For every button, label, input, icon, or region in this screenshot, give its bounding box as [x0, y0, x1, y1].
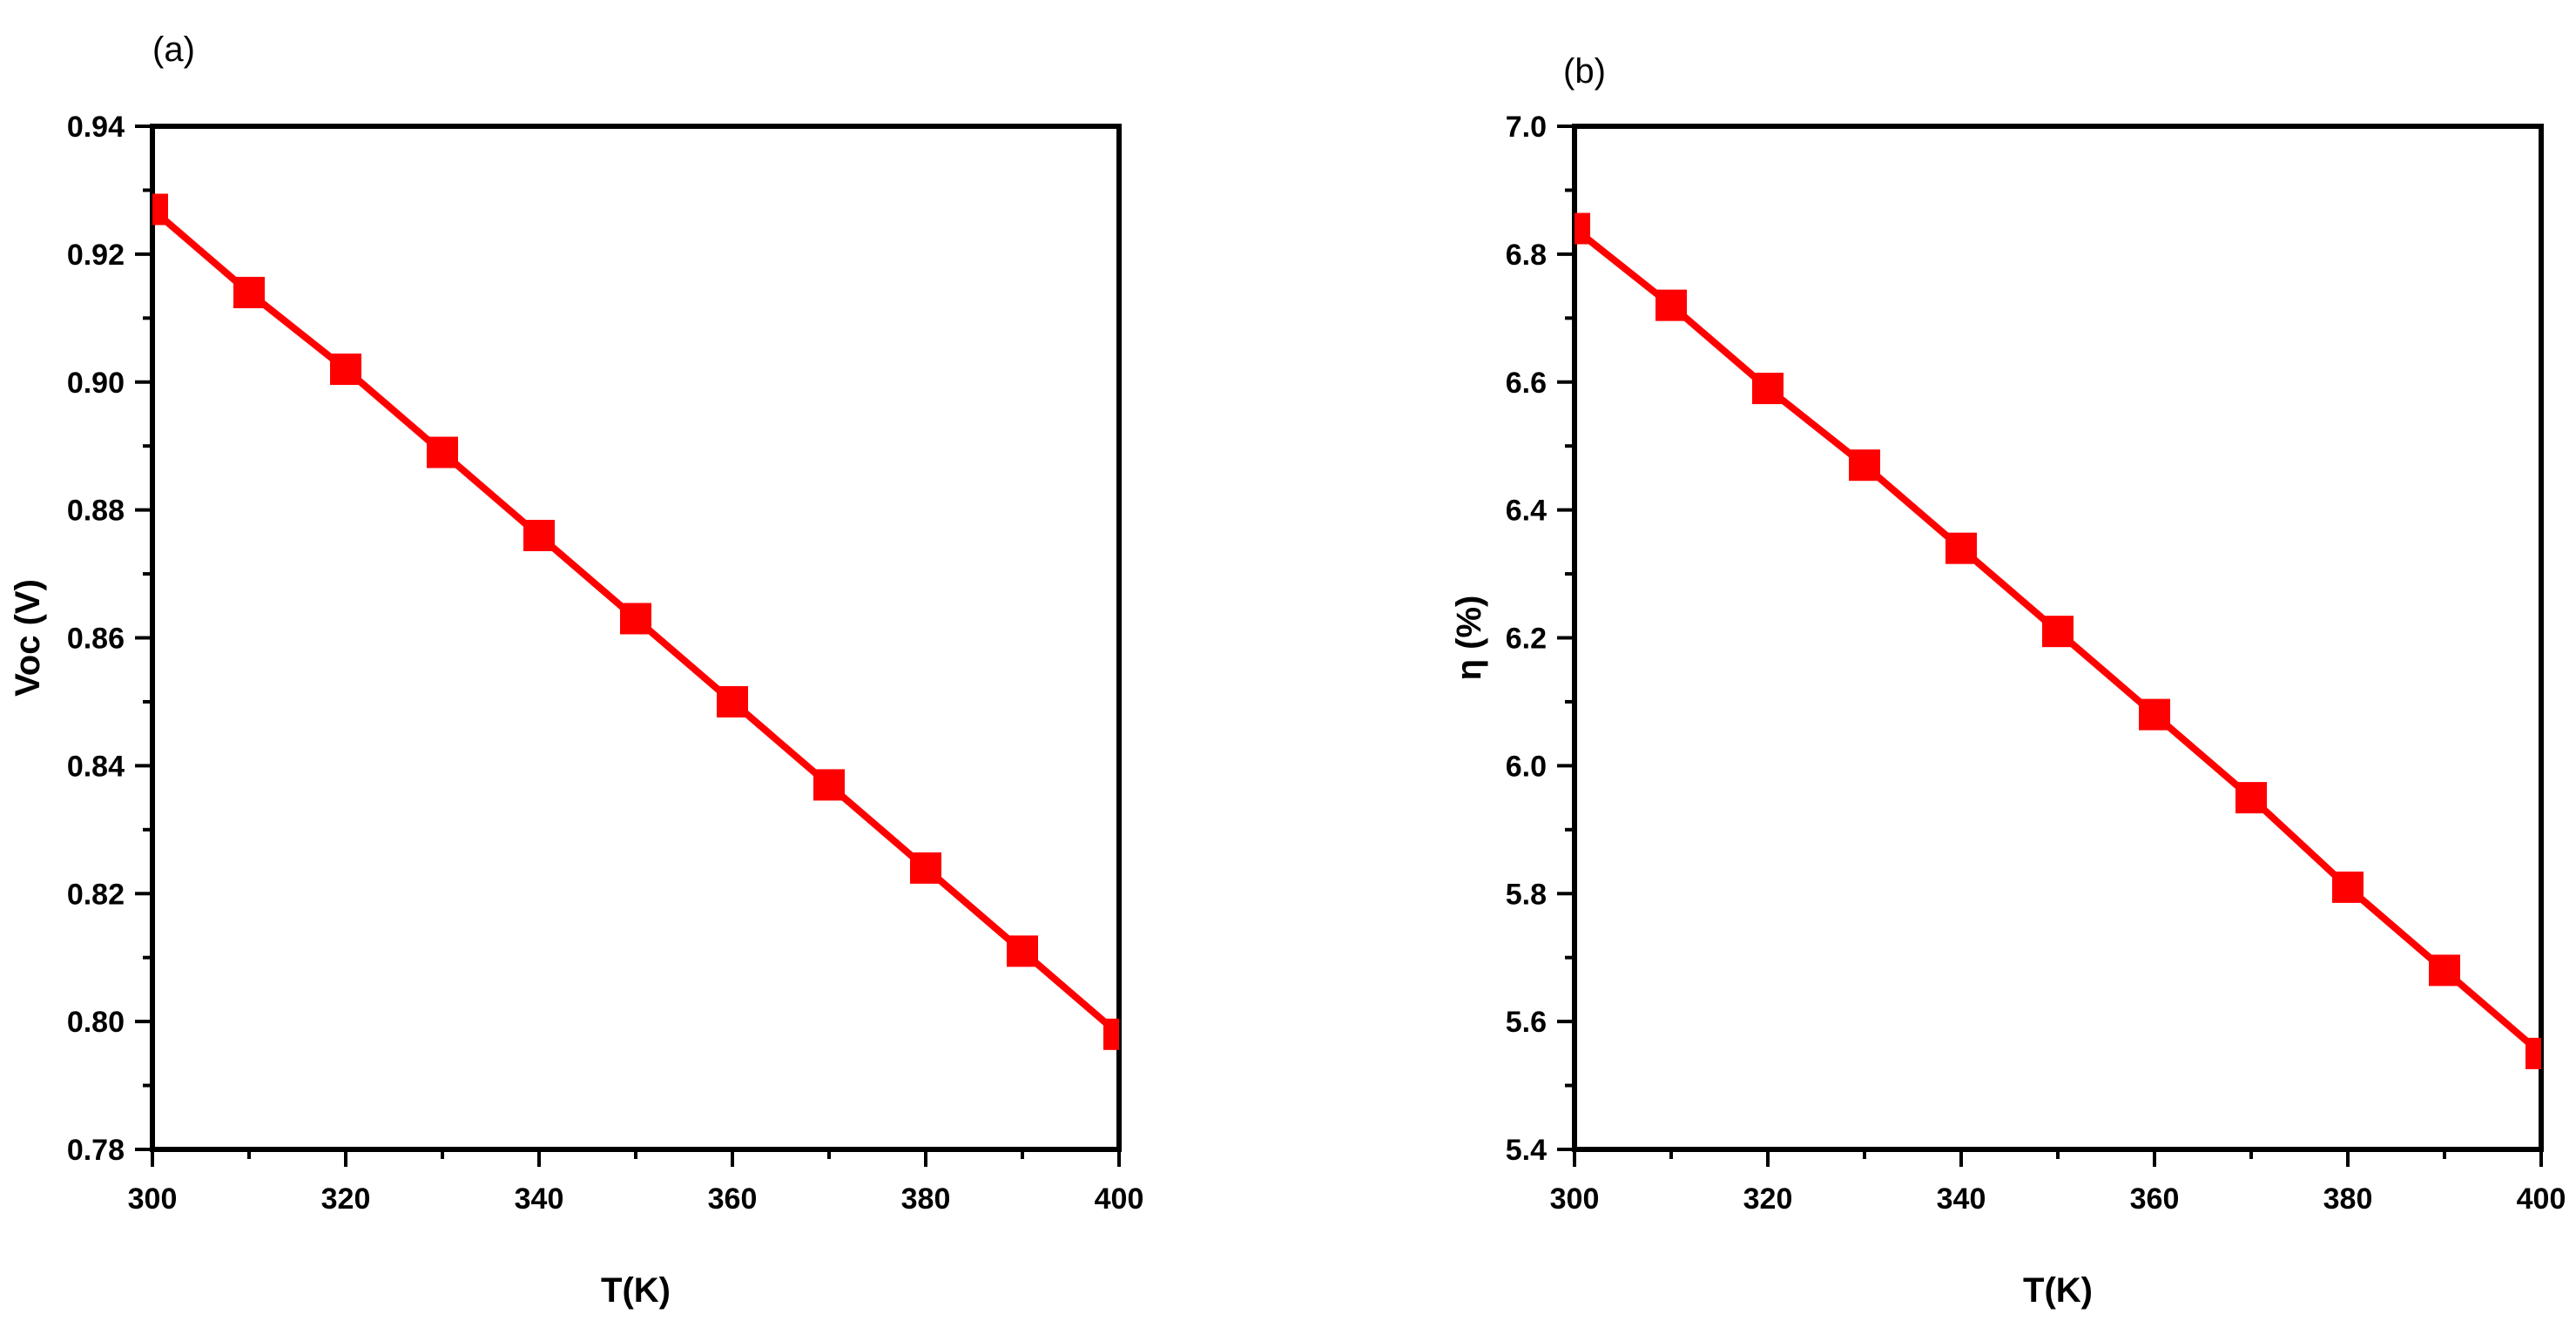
data-point: [813, 769, 845, 801]
x-tick-label: 340: [1937, 1182, 1986, 1216]
data-point: [1575, 212, 1590, 245]
x-tick-label: 380: [901, 1182, 951, 1216]
y-tick-label: 6.0: [1506, 750, 1547, 783]
y-tick-label: 0.88: [67, 495, 125, 528]
x-tick-label: 360: [2130, 1182, 2180, 1216]
data-point: [620, 603, 651, 635]
data-point: [330, 354, 361, 386]
data-point: [1849, 449, 1880, 482]
data-point: [717, 685, 748, 718]
data-point: [2429, 954, 2460, 987]
y-tick-label: 0.86: [67, 623, 125, 656]
y-tick-label: 0.94: [67, 111, 125, 144]
y-tick-label: 6.4: [1506, 495, 1547, 528]
y-tick-label: 0.82: [67, 878, 125, 911]
y-tick-label: 0.80: [67, 1006, 125, 1039]
y-tick-label: 5.4: [1506, 1134, 1547, 1167]
x-tick-label: 340: [515, 1182, 564, 1216]
x-tick-label: 300: [1550, 1182, 1600, 1216]
y-axis-title: η (%): [1450, 596, 1488, 681]
data-point: [1945, 532, 1977, 564]
chart-panel-b: (b) 5.4 5.6 5.8 6.0 6.2 6.4 6.6 6.8 7.0 300 320 340 3…: [1450, 52, 2566, 1310]
x-tick-label: 360: [708, 1182, 758, 1216]
x-tick-label: 400: [2517, 1182, 2566, 1216]
plot-frame: [150, 124, 1122, 1152]
y-tick-label: 0.84: [67, 750, 125, 783]
panel-label: (b): [1563, 52, 1606, 91]
series-group: [1575, 212, 2541, 1069]
y-tick-label: 6.2: [1506, 623, 1547, 656]
series-group: [152, 193, 1119, 1050]
data-point: [233, 276, 265, 308]
data-point: [2139, 698, 2170, 731]
x-tick-label: 400: [1095, 1182, 1144, 1216]
y-tick-label: 0.78: [67, 1134, 125, 1167]
data-point: [1656, 289, 1687, 321]
data-point: [2525, 1037, 2541, 1069]
data-point: [523, 520, 555, 551]
y-tick-label: 7.0: [1506, 111, 1547, 144]
x-axis-title: T(K): [2023, 1271, 2093, 1310]
x-tick-label: 320: [1743, 1182, 1793, 1216]
chart-panel-a: (a) 0.78 0.80 0.82 0.84 0.86 0.88 0.90 0.92 0.94 3…: [9, 30, 1143, 1310]
y-tick-label: 0.92: [67, 239, 125, 272]
data-point: [1007, 935, 1038, 967]
data-point: [427, 436, 458, 468]
data-point: [2042, 616, 2074, 648]
data-point: [1103, 1018, 1119, 1050]
x-tick-label: 380: [2323, 1182, 2373, 1216]
y-tick-label: 5.6: [1506, 1006, 1547, 1039]
y-tick-label: 6.6: [1506, 367, 1547, 400]
y-axis-title: Voc (V): [9, 579, 47, 697]
data-point: [152, 193, 168, 226]
y-tick-label: 5.8: [1506, 878, 1547, 911]
x-tick-label: 300: [128, 1182, 178, 1216]
y-tick-label: 0.90: [67, 367, 125, 400]
data-point: [910, 852, 941, 884]
plot-frame: [1572, 124, 2544, 1152]
y-tick-label: 6.8: [1506, 239, 1547, 272]
x-tick-label: 320: [321, 1182, 371, 1216]
panel-label: (a): [152, 30, 195, 69]
data-point: [2332, 871, 2364, 903]
x-axis-title: T(K): [601, 1271, 671, 1310]
data-point: [2235, 782, 2267, 814]
data-point: [1752, 373, 1784, 405]
